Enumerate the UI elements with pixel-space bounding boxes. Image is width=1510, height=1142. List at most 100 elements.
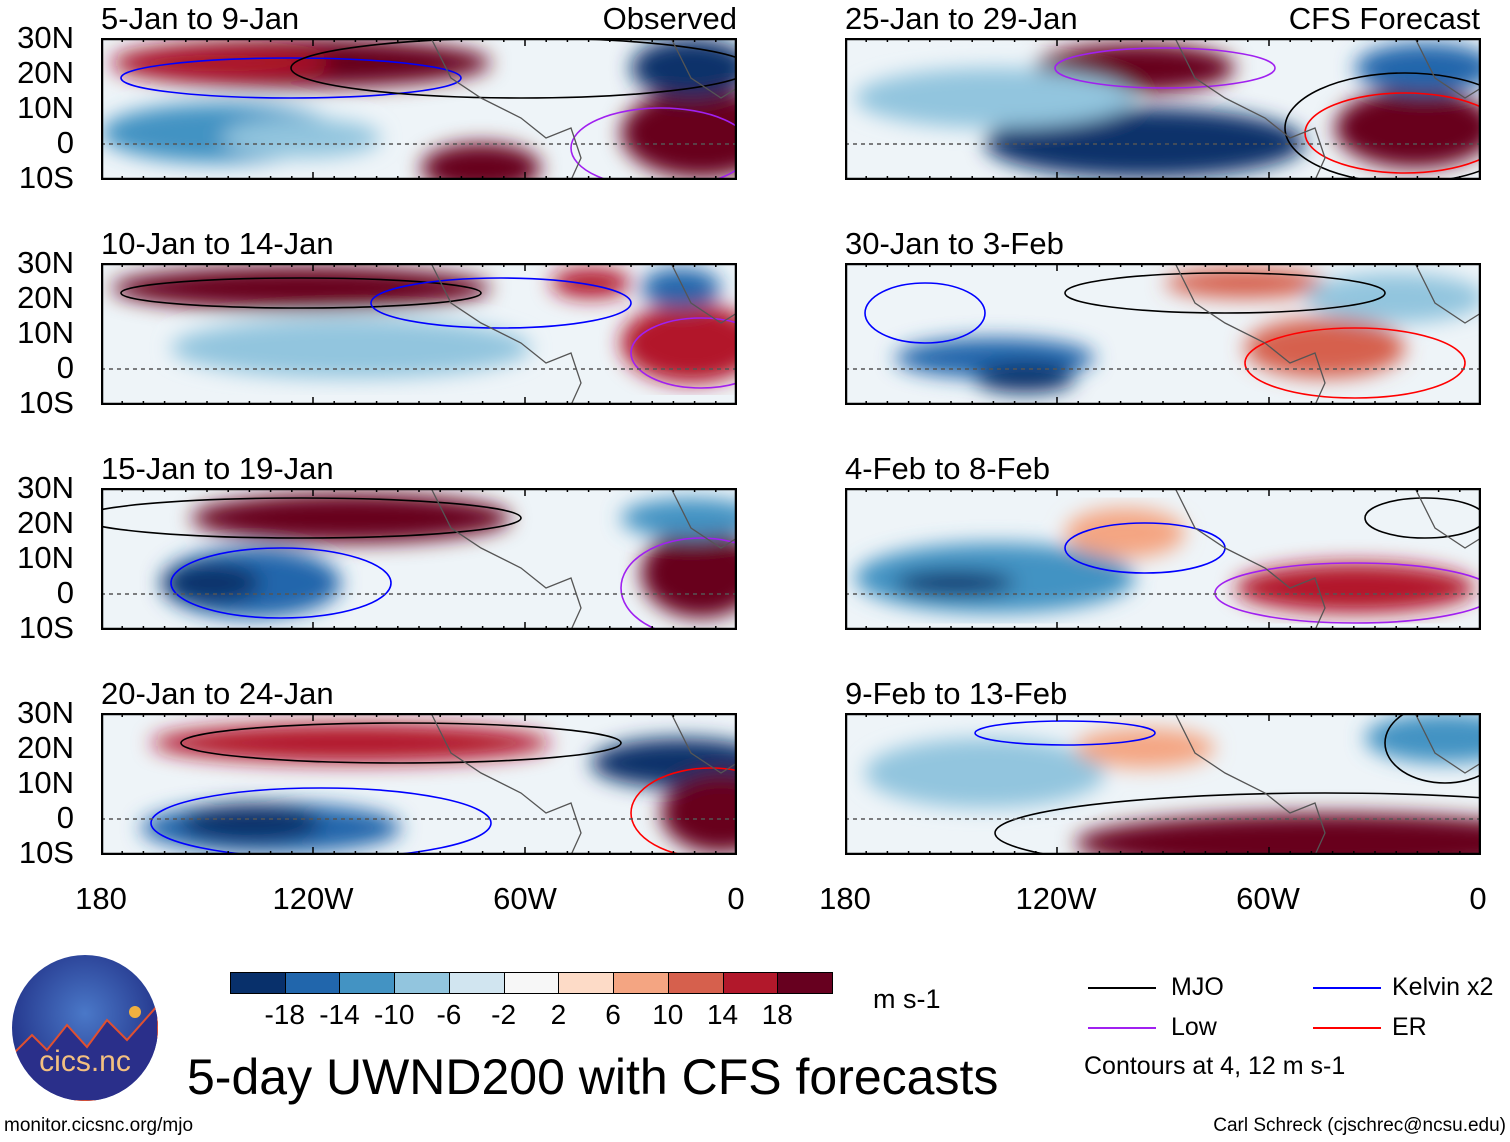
filtered-contour [864,282,986,344]
wind-anomaly-region [621,498,737,538]
colorbar-label: -6 [436,999,462,1030]
wind-anomaly-region [1075,813,1481,855]
legend-line-mjo [1088,987,1156,989]
colorbar-swatch [230,972,286,994]
filtered-contour [994,792,1481,855]
colorbar-label: 14 [706,999,739,1030]
filtered-contour [630,317,737,389]
legend-label-er: ER [1392,1013,1427,1041]
wind-anomaly-region [865,738,1105,808]
wind-anomaly-region [661,773,737,853]
panel-title: 25-Jan to 29-Jan [845,1,1078,36]
lat-label: 10S [18,835,74,870]
map-panel [101,38,737,180]
panel-title: 20-Jan to 24-Jan [101,676,334,711]
wind-anomaly-region [1065,508,1185,558]
filtered-contour [1054,47,1276,89]
filtered-contour [101,497,522,539]
colorbar-swatch [284,972,341,994]
wind-anomaly-region [1305,273,1481,323]
coastline [1174,713,1481,855]
lat-label: 10N [17,90,74,125]
filtered-contour [1244,327,1466,399]
wind-anomaly-region [1355,43,1481,93]
lat-label: 0 [56,800,74,835]
panel-frame [101,38,737,180]
panel-frame [845,713,1481,855]
map-panel [845,263,1481,405]
wind-anomaly-region [855,68,1135,128]
colorbar-swatch [558,972,615,994]
lon-label: 180 [75,881,127,916]
lat-label: 10S [18,385,74,420]
lat-label: 30N [17,245,74,280]
lat-label: 10N [17,315,74,350]
panel-frame [845,38,1481,180]
colorbar-label: 2 [550,999,567,1030]
wind-anomaly-region [641,268,721,308]
wind-anomaly-region [621,88,737,178]
panel-frame [101,263,737,405]
wind-anomaly-region [631,38,737,98]
wind-anomaly-region [151,723,551,763]
credit: Carl Schreck (cjschrec@ncsu.edu) [1213,1115,1506,1136]
filtered-contour [1364,497,1481,539]
source-url[interactable]: monitor.cicsnc.org/mjo [4,1115,194,1136]
filtered-contour [1064,272,1386,314]
lon-label: 180 [819,881,871,916]
filtered-contour [570,107,737,180]
lat-label: 10S [18,160,74,195]
panel-title: 15-Jan to 19-Jan [101,451,334,486]
wind-anomaly-region [551,268,631,298]
wind-anomaly-region [1245,318,1405,378]
map-panel [101,713,737,855]
cics-logo: cics.nc [12,955,158,1101]
logo-text: cics.nc [39,1045,131,1078]
filtered-contour [1304,92,1481,174]
coastline [1174,263,1481,405]
colorbar-label: 10 [652,999,684,1030]
wind-anomaly-region [221,118,381,158]
legend-label-low: Low [1171,1013,1217,1041]
wind-anomaly-region [1235,563,1475,613]
wind-anomaly-region [641,528,737,618]
coastline [430,488,737,630]
coastline [1174,488,1481,630]
panel-title: 30-Jan to 3-Feb [845,226,1064,261]
panel-title: 9-Feb to 13-Feb [845,676,1068,711]
legend-line-er [1313,1027,1381,1029]
colorbar-swatch [448,972,505,994]
lat-label: 10S [18,610,74,645]
panel-frame [101,713,737,855]
filtered-contour [150,787,492,855]
wind-anomaly-region [111,48,331,78]
wind-anomaly-region [895,571,1015,595]
wind-anomaly-region [181,803,321,843]
colorbar-label: -2 [491,999,517,1030]
lat-label: 20N [17,505,74,540]
panel-title: 10-Jan to 14-Jan [101,226,334,261]
wind-anomaly-region [171,318,531,378]
filtered-contour [1384,713,1481,784]
wind-anomaly-region [111,266,491,310]
coastline [430,263,737,405]
legend-line-kelvin [1313,987,1381,989]
panel-frame [845,488,1481,630]
colorbar-swatch [613,972,669,994]
filtered-contour [974,720,1156,746]
panel-tag: Observed [602,1,737,36]
panel-title: 5-Jan to 9-Jan [101,1,300,36]
filtered-contour [620,537,737,630]
filtered-contour [180,722,622,764]
wind-anomaly-region [161,563,261,603]
map-panel [101,263,737,405]
filtered-contour [1284,72,1481,180]
map-panel [101,488,737,630]
lat-label: 20N [17,55,74,90]
contour-note: Contours at 4, 12 m s-1 [1084,1052,1346,1080]
lat-label: 30N [17,20,74,55]
colorbar-swatch [667,972,724,994]
lat-label: 10N [17,765,74,800]
lon-label: 60W [493,881,557,916]
wind-anomaly-region [621,303,737,383]
